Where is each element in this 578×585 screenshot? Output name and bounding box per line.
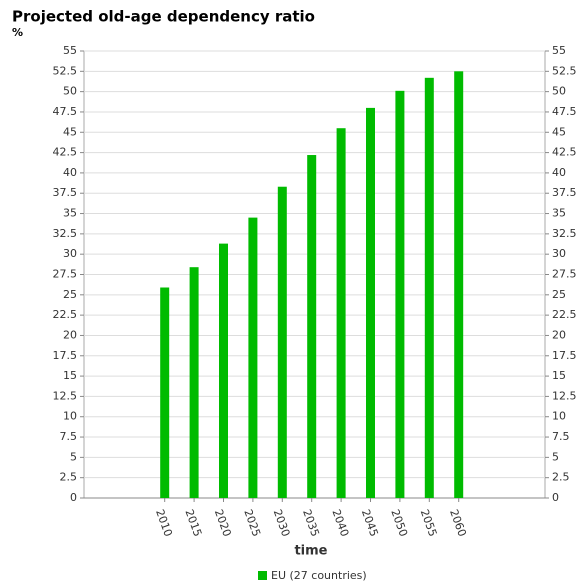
bar [160,287,170,498]
y2-tick-label: 50 [552,85,566,98]
y2-tick-label: 42.5 [552,146,577,159]
y-tick-label: 22.5 [53,308,78,321]
y-tick-label: 2.5 [60,471,78,484]
bar [336,128,346,498]
y-tick-label: 10 [63,410,77,423]
y2-tick-label: 47.5 [552,105,577,118]
y2-tick-label: 35 [552,207,566,220]
bar [454,71,464,499]
y-tick-label: 47.5 [53,105,78,118]
y-axis-label: % [12,26,23,39]
y2-tick-label: 27.5 [552,268,577,281]
y-tick-label: 27.5 [53,268,78,281]
y2-tick-label: 7.5 [552,430,570,443]
y-tick-label: 30 [63,247,77,260]
y2-tick-label: 2.5 [552,471,570,484]
y-tick-label: 45 [63,125,77,138]
y2-tick-label: 55 [552,44,566,57]
y2-tick-label: 25 [552,288,566,301]
y-tick-label: 0 [70,491,77,504]
bar [395,90,405,498]
y-tick-label: 25 [63,288,77,301]
y2-tick-label: 10 [552,410,566,423]
legend-label: EU (27 countries) [271,569,367,582]
y-tick-label: 55 [63,44,77,57]
bar [366,107,375,499]
y-tick-label: 40 [63,166,77,179]
bar [248,217,258,499]
legend-swatch [258,571,267,580]
y2-tick-label: 32.5 [552,227,577,240]
y2-tick-label: 22.5 [552,308,577,321]
y2-tick-label: 20 [552,328,566,341]
y2-tick-label: 30 [552,247,566,260]
y2-tick-label: 40 [552,166,566,179]
bar [307,155,317,498]
bar [424,77,434,498]
y-tick-label: 32.5 [53,227,78,240]
y2-tick-label: 5 [552,450,559,463]
y-tick-label: 12.5 [53,389,78,402]
y2-tick-label: 12.5 [552,389,577,402]
bar [277,186,287,498]
y2-tick-label: 17.5 [552,349,577,362]
y-tick-label: 35 [63,207,77,220]
y-tick-label: 37.5 [53,186,78,199]
y-tick-label: 15 [63,369,77,382]
y2-tick-label: 15 [552,369,566,382]
y-tick-label: 20 [63,328,77,341]
y2-tick-label: 37.5 [552,186,577,199]
y2-tick-label: 45 [552,125,566,138]
bar [189,267,199,498]
y-tick-label: 17.5 [53,349,78,362]
y-tick-label: 52.5 [53,64,78,77]
chart-title: Projected old-age dependency ratio [12,8,315,26]
x-axis-label: time [294,544,327,559]
y-tick-label: 50 [63,85,77,98]
y-tick-label: 7.5 [60,430,78,443]
bar [219,243,228,498]
y2-tick-label: 52.5 [552,64,577,77]
y-tick-label: 42.5 [53,146,78,159]
y-tick-label: 5 [70,450,77,463]
y2-tick-label: 0 [552,491,559,504]
